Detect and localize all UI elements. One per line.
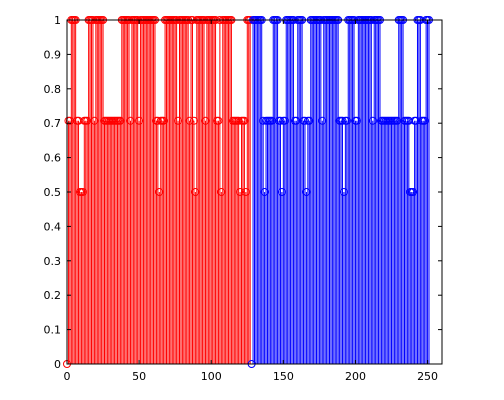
y-axis: 0 0.1 0.2 0.3 0.4 0.5 0.6 0.7 0.8 0.9 1 <box>44 14 442 371</box>
stem-marker <box>201 116 210 125</box>
stem-marker <box>234 116 243 125</box>
stem-marker <box>116 116 125 125</box>
stem-marker <box>126 116 135 125</box>
x-tick-label: 50 <box>132 370 146 383</box>
y-tick-label: 0.9 <box>44 48 62 61</box>
stem-marker <box>318 116 327 125</box>
stem-marker <box>260 188 269 196</box>
stem-marker <box>339 188 348 196</box>
y-tick-label: 0.6 <box>44 152 62 165</box>
x-axis: 0 50 100 150 200 250 <box>64 20 438 383</box>
stem-marker <box>159 116 168 125</box>
stem-marker <box>338 116 347 125</box>
x-tick-label: 100 <box>201 370 222 383</box>
stem-marker <box>302 188 311 196</box>
stem-marker <box>300 116 309 125</box>
x-tick-label: 150 <box>273 370 294 383</box>
stem-marker <box>217 188 226 196</box>
stem-marker <box>191 188 200 196</box>
stem-marker <box>277 188 286 196</box>
y-tick-label: 0.3 <box>44 255 62 268</box>
x-tick-label: 0 <box>64 370 71 383</box>
y-tick-label: 0.1 <box>44 324 62 337</box>
stem-marker <box>241 188 250 196</box>
y-tick-label: 0.4 <box>44 220 62 233</box>
y-tick-label: 0.5 <box>44 186 62 199</box>
stem-marker <box>185 116 194 125</box>
y-tick-label: 1 <box>54 14 61 27</box>
stem-marker <box>78 188 87 196</box>
stem-marker <box>236 188 245 196</box>
stem-marker <box>352 116 361 125</box>
stem-marker <box>90 116 99 125</box>
x-tick-label: 200 <box>345 370 366 383</box>
y-tick-label: 0.7 <box>44 117 62 130</box>
y-tick-label: 0.8 <box>44 83 62 96</box>
y-tick-label: 0.2 <box>44 289 62 302</box>
stem-lines <box>67 20 430 364</box>
stem-marker <box>409 188 418 196</box>
stem-marker <box>153 116 162 125</box>
stem-marker <box>155 188 164 196</box>
stem-marker <box>368 116 377 125</box>
stem-marker <box>189 116 198 125</box>
stem-marker <box>420 116 429 125</box>
stem-marker <box>276 116 285 125</box>
stem-marker <box>280 116 289 125</box>
stem-marker <box>174 116 183 125</box>
x-tick-label: 250 <box>417 370 438 383</box>
stem-marker <box>240 116 249 125</box>
stem-marker <box>214 116 223 125</box>
stem-marker <box>305 116 314 125</box>
y-tick-label: 0 <box>54 358 61 371</box>
stem-marker <box>342 116 351 125</box>
stem-marker <box>135 116 144 125</box>
